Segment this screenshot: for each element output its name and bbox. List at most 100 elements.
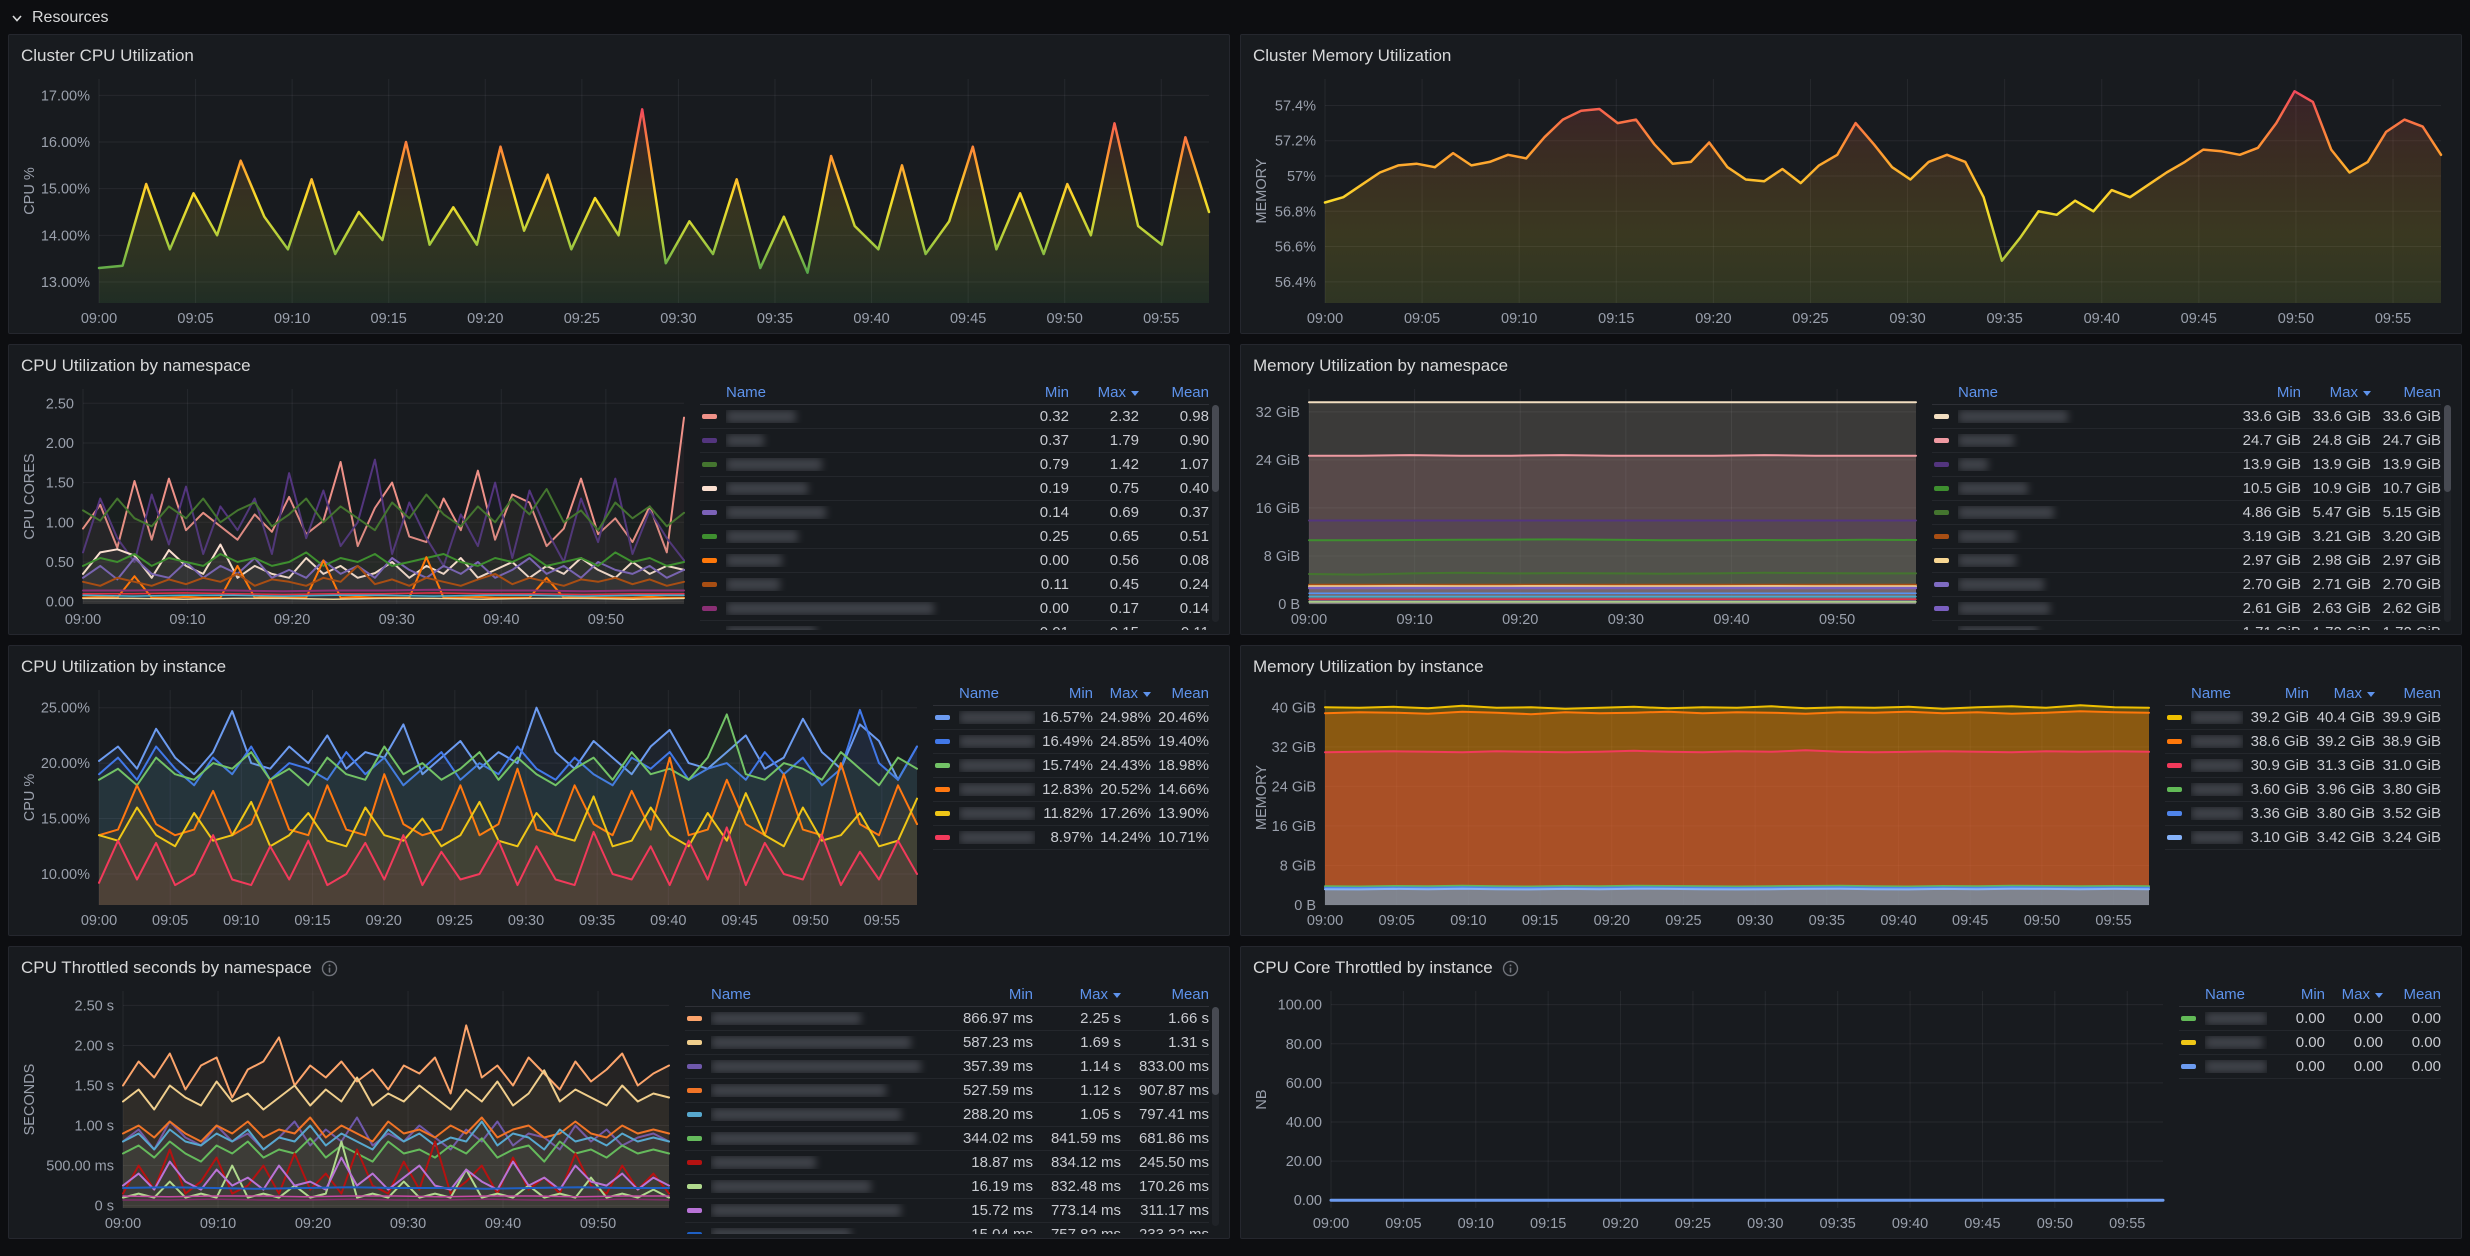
time-series-chart[interactable]: 10.00%15.00%20.00%25.00%09:0009:0509:100… — [19, 680, 927, 931]
panel-title[interactable]: CPU Throttled seconds by namespace — [21, 958, 312, 978]
legend-col-mean[interactable]: Mean — [2383, 986, 2441, 1003]
legend-row[interactable]: 3.10 GiB 3.42 GiB 3.24 GiB — [2165, 826, 2441, 850]
legend-row[interactable]: 0.37 1.79 0.90 — [700, 429, 1209, 453]
legend-row[interactable]: 344.02 ms 841.59 ms 681.86 ms — [685, 1127, 1209, 1151]
time-series-chart[interactable]: 0 s500.00 ms1.00 s1.50 s2.00 s2.50 s09:0… — [19, 981, 679, 1234]
legend-row[interactable]: 39.2 GiB 40.4 GiB 39.9 GiB — [2165, 706, 2441, 730]
legend-col-mean[interactable]: Mean — [2371, 384, 2441, 401]
legend-col-mean[interactable]: Mean — [2375, 685, 2441, 702]
legend-col-min[interactable]: Min — [2267, 986, 2325, 1003]
legend-col-max[interactable]: Max — [1069, 384, 1139, 401]
legend-col-max[interactable]: Max — [2325, 986, 2383, 1003]
legend-col-name[interactable]: Name — [1958, 384, 2231, 401]
legend-col-name[interactable]: Name — [726, 384, 999, 401]
time-series-chart[interactable]: 56.4%56.6%56.8%57%57.2%57.4%09:0009:0509… — [1251, 69, 2451, 329]
legend-col-mean[interactable]: Mean — [1121, 986, 1209, 1003]
panel-title[interactable]: Memory Utilization by instance — [1253, 657, 1484, 677]
legend-col-mean[interactable]: Mean — [1151, 685, 1209, 702]
legend-row[interactable]: 16.19 ms 832.48 ms 170.26 ms — [685, 1175, 1209, 1199]
legend-row[interactable]: 0.25 0.65 0.51 — [700, 525, 1209, 549]
legend-row[interactable]: 33.6 GiB 33.6 GiB 33.6 GiB — [1932, 405, 2441, 429]
legend-row[interactable]: 0.00 0.56 0.08 — [700, 549, 1209, 573]
legend-row[interactable]: 288.20 ms 1.05 s 797.41 ms — [685, 1103, 1209, 1127]
redacted-series-name — [1958, 602, 2050, 615]
legend-row[interactable]: 0.19 0.75 0.40 — [700, 477, 1209, 501]
panel-title[interactable]: CPU Core Throttled by instance — [1253, 958, 1493, 978]
legend-row[interactable]: 3.19 GiB 3.21 GiB 3.20 GiB — [1932, 525, 2441, 549]
info-icon[interactable] — [321, 960, 338, 977]
legend-row[interactable]: 8.97% 14.24% 10.71% — [933, 826, 1209, 850]
svg-text:14.00%: 14.00% — [41, 228, 90, 244]
legend-row[interactable]: 4.86 GiB 5.47 GiB 5.15 GiB — [1932, 501, 2441, 525]
panel-title[interactable]: CPU Utilization by instance — [21, 657, 226, 677]
legend-row[interactable]: 10.5 GiB 10.9 GiB 10.7 GiB — [1932, 477, 2441, 501]
legend-scrollbar[interactable] — [1212, 405, 1219, 622]
legend-row[interactable]: 0.00 0.17 0.14 — [700, 597, 1209, 621]
legend-row[interactable]: 0.00 0.00 0.00 — [2179, 1031, 2441, 1055]
legend-col-name[interactable]: Name — [2191, 685, 2243, 702]
legend-row[interactable]: 15.04 ms 757.82 ms 233.32 ms — [685, 1223, 1209, 1234]
info-icon[interactable] — [1502, 960, 1519, 977]
legend-row[interactable]: 12.83% 20.52% 14.66% — [933, 778, 1209, 802]
legend-row[interactable]: 0.00 0.00 0.00 — [2179, 1007, 2441, 1031]
legend-col-max[interactable]: Max — [2309, 685, 2375, 702]
legend-row[interactable]: 3.36 GiB 3.80 GiB 3.52 GiB — [2165, 802, 2441, 826]
time-series-chart[interactable]: 0 B8 GiB16 GiB24 GiB32 GiB40 GiB09:0009:… — [1251, 680, 2159, 931]
legend-row[interactable]: 15.74% 24.43% 18.98% — [933, 754, 1209, 778]
legend-col-name[interactable]: Name — [2205, 986, 2267, 1003]
legend-col-min[interactable]: Min — [1035, 685, 1093, 702]
legend-row[interactable]: 527.59 ms 1.12 s 907.87 ms — [685, 1079, 1209, 1103]
scrollbar-thumb[interactable] — [1212, 405, 1219, 492]
legend-min-value: 2.61 GiB — [2231, 600, 2301, 617]
legend-col-max[interactable]: Max — [2301, 384, 2371, 401]
legend-row[interactable]: 2.97 GiB 2.98 GiB 2.97 GiB — [1932, 549, 2441, 573]
legend-row[interactable]: 30.9 GiB 31.3 GiB 31.0 GiB — [2165, 754, 2441, 778]
legend-col-min[interactable]: Min — [999, 384, 1069, 401]
legend-row[interactable]: 866.97 ms 2.25 s 1.66 s — [685, 1007, 1209, 1031]
legend-row[interactable]: 13.9 GiB 13.9 GiB 13.9 GiB — [1932, 453, 2441, 477]
dashboard-row-resources[interactable]: Resources — [0, 4, 2470, 32]
legend-row[interactable]: 0.11 0.45 0.24 — [700, 573, 1209, 597]
time-series-chart[interactable]: 0.000.501.001.502.002.5009:0009:1009:200… — [19, 379, 694, 630]
legend-scrollbar[interactable] — [2444, 405, 2451, 622]
series-color-swatch — [935, 787, 950, 792]
legend-col-max[interactable]: Max — [1033, 986, 1121, 1003]
legend-col-name[interactable]: Name — [959, 685, 1035, 702]
legend-col-name[interactable]: Name — [711, 986, 945, 1003]
legend-row[interactable]: 0.01 0.15 0.11 — [700, 621, 1209, 630]
legend-row[interactable]: 3.60 GiB 3.96 GiB 3.80 GiB — [2165, 778, 2441, 802]
legend-row[interactable]: 0.14 0.69 0.37 — [700, 501, 1209, 525]
legend-row[interactable]: 0.00 0.00 0.00 — [2179, 1055, 2441, 1079]
svg-text:40 GiB: 40 GiB — [1272, 700, 1316, 716]
panel-title[interactable]: CPU Utilization by namespace — [21, 356, 251, 376]
legend-col-mean[interactable]: Mean — [1139, 384, 1209, 401]
legend-row[interactable]: 16.57% 24.98% 20.46% — [933, 706, 1209, 730]
legend-row[interactable]: 357.39 ms 1.14 s 833.00 ms — [685, 1055, 1209, 1079]
legend-row[interactable]: 18.87 ms 834.12 ms 245.50 ms — [685, 1151, 1209, 1175]
legend-col-min[interactable]: Min — [2243, 685, 2309, 702]
legend-row[interactable]: 24.7 GiB 24.8 GiB 24.7 GiB — [1932, 429, 2441, 453]
legend-row[interactable]: 587.23 ms 1.69 s 1.31 s — [685, 1031, 1209, 1055]
time-series-chart[interactable]: 0 B8 GiB16 GiB24 GiB32 GiB09:0009:1009:2… — [1251, 379, 1926, 630]
legend-row[interactable]: 38.6 GiB 39.2 GiB 38.9 GiB — [2165, 730, 2441, 754]
legend-min-value: 0.19 — [999, 480, 1069, 497]
legend-col-min[interactable]: Min — [945, 986, 1033, 1003]
legend-row[interactable]: 15.72 ms 773.14 ms 311.17 ms — [685, 1199, 1209, 1223]
scrollbar-thumb[interactable] — [2444, 405, 2451, 492]
legend-col-max[interactable]: Max — [1093, 685, 1151, 702]
time-series-chart[interactable]: 0.0020.0040.0060.0080.00100.0009:0009:05… — [1251, 981, 2173, 1234]
legend-row[interactable]: 11.82% 17.26% 13.90% — [933, 802, 1209, 826]
legend-scrollbar[interactable] — [1212, 1007, 1219, 1226]
legend-row[interactable]: 2.70 GiB 2.71 GiB 2.70 GiB — [1932, 573, 2441, 597]
legend-row[interactable]: 2.61 GiB 2.63 GiB 2.62 GiB — [1932, 597, 2441, 621]
legend-row[interactable]: 1.71 GiB 1.72 GiB 1.72 GiB — [1932, 621, 2441, 630]
time-series-chart[interactable]: 13.00%14.00%15.00%16.00%17.00%09:0009:05… — [19, 69, 1219, 329]
panel-title[interactable]: Cluster Memory Utilization — [1253, 46, 1451, 66]
scrollbar-thumb[interactable] — [1212, 1007, 1219, 1095]
legend-row[interactable]: 16.49% 24.85% 19.40% — [933, 730, 1209, 754]
legend-col-min[interactable]: Min — [2231, 384, 2301, 401]
legend-row[interactable]: 0.79 1.42 1.07 — [700, 453, 1209, 477]
legend-row[interactable]: 0.32 2.32 0.98 — [700, 405, 1209, 429]
panel-title[interactable]: Memory Utilization by namespace — [1253, 356, 1508, 376]
panel-title[interactable]: Cluster CPU Utilization — [21, 46, 194, 66]
